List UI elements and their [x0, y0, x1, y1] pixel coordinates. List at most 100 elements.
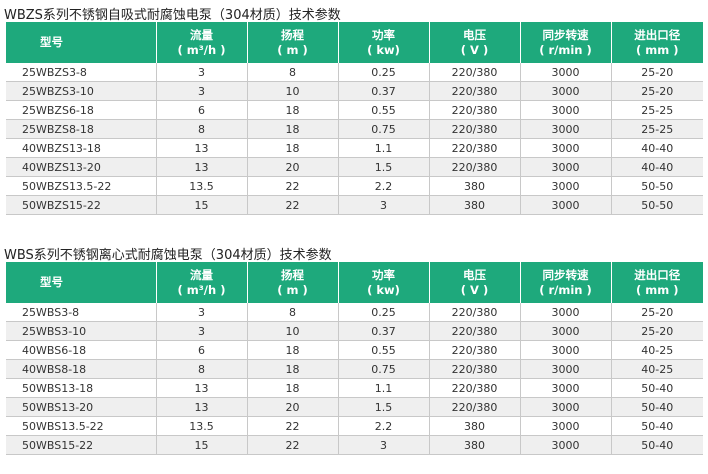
table-row: 40WBZS13-20 13 20 1.5 220/380 3000 40-40: [6, 157, 703, 177]
cell-flow: 8: [156, 119, 248, 139]
table-row: 50WBZS15-22 15 22 3 380 3000 50-50: [6, 195, 703, 215]
cell-voltage: 220/380: [429, 157, 521, 177]
cell-speed: 3000: [520, 81, 612, 101]
header-label: 型号: [40, 275, 63, 289]
cell-head: 18: [247, 119, 339, 139]
table-row: 25WBZS6-18 6 18 0.55 220/380 3000 25-25: [6, 100, 703, 120]
cell-speed: 3000: [520, 63, 612, 82]
header-label: 流量: [190, 267, 213, 282]
cell-flow: 6: [156, 340, 248, 360]
cell-model: 50WBZS13.5-22: [6, 176, 157, 196]
cell-model: 40WBZS13-18: [6, 138, 157, 158]
cell-voltage: 220/380: [429, 100, 521, 120]
cell-voltage: 220/380: [429, 63, 521, 82]
cell-diameter: 40-40: [611, 157, 703, 177]
cell-head: 10: [247, 81, 339, 101]
header-unit: ( V ): [460, 282, 489, 297]
cell-model: 25WBZS3-10: [6, 81, 157, 101]
header-unit: ( V ): [460, 42, 489, 57]
cell-flow: 13: [156, 397, 248, 417]
table-row: 50WBS13-18 13 18 1.1 220/380 3000 50-40: [6, 378, 703, 398]
cell-power: 1.1: [338, 138, 430, 158]
cell-power: 0.75: [338, 119, 430, 139]
cell-flow: 3: [156, 321, 248, 341]
cell-diameter: 25-25: [611, 100, 703, 120]
cell-head: 18: [247, 378, 339, 398]
header-label: 同步转速: [542, 27, 589, 42]
header-label: 同步转速: [542, 267, 589, 282]
cell-voltage: 220/380: [429, 340, 521, 360]
cell-head: 10: [247, 321, 339, 341]
cell-power: 3: [338, 435, 430, 455]
wbs-table-title: WBS系列不锈钢离心式耐腐蚀电泵（304材质）技术参数: [4, 248, 332, 263]
cell-voltage: 380: [429, 416, 521, 436]
cell-model: 25WBZS8-18: [6, 119, 157, 139]
wbzs-table-title: WBZS系列不锈钢自吸式耐腐蚀电泵（304材质）技术参数: [4, 8, 341, 23]
cell-speed: 3000: [520, 100, 612, 120]
wbzs-spec-table: 型号 流量( m³/h ) 扬程( m ) 功率( kw) 电压( V ) 同步转速( r…: [6, 22, 703, 215]
cell-voltage: 380: [429, 435, 521, 455]
header-label: 扬程: [281, 27, 304, 42]
cell-flow: 13.5: [156, 416, 248, 436]
header-unit: ( m ): [277, 282, 308, 297]
cell-model: 40WBZS13-20: [6, 157, 157, 177]
cell-diameter: 25-20: [611, 63, 703, 82]
cell-speed: 3000: [520, 195, 612, 215]
cell-diameter: 50-40: [611, 378, 703, 398]
cell-model: 25WBZS3-8: [6, 63, 157, 82]
cell-head: 22: [247, 416, 339, 436]
table-header-row: 型号 流量( m³/h ) 扬程( m ) 功率( kw) 电压( V ) 同步转速( r…: [6, 22, 703, 63]
cell-speed: 3000: [520, 340, 612, 360]
cell-flow: 13: [156, 378, 248, 398]
cell-flow: 3: [156, 63, 248, 82]
cell-diameter: 25-25: [611, 119, 703, 139]
cell-flow: 3: [156, 303, 248, 322]
cell-speed: 3000: [520, 397, 612, 417]
cell-speed: 3000: [520, 435, 612, 455]
cell-model: 40WBS8-18: [6, 359, 157, 379]
cell-head: 8: [247, 303, 339, 322]
cell-diameter: 50-40: [611, 435, 703, 455]
cell-model: 50WBS15-22: [6, 435, 157, 455]
header-unit: ( r/min ): [539, 282, 592, 297]
header-speed: 同步转速( r/min ): [520, 262, 612, 303]
cell-model: 50WBS13-20: [6, 397, 157, 417]
cell-power: 2.2: [338, 416, 430, 436]
cell-head: 20: [247, 157, 339, 177]
header-head: 扬程( m ): [247, 262, 339, 303]
cell-head: 18: [247, 100, 339, 120]
header-flow: 流量( m³/h ): [156, 262, 248, 303]
cell-power: 0.55: [338, 340, 430, 360]
header-unit: ( r/min ): [539, 42, 592, 57]
cell-power: 0.37: [338, 321, 430, 341]
header-label: 扬程: [281, 267, 304, 282]
table-row: 40WBZS13-18 13 18 1.1 220/380 3000 40-40: [6, 138, 703, 158]
header-unit: ( m ): [277, 42, 308, 57]
cell-voltage: 220/380: [429, 138, 521, 158]
cell-power: 3: [338, 195, 430, 215]
table-row: 25WBZS8-18 8 18 0.75 220/380 3000 25-25: [6, 119, 703, 139]
header-diameter: 进出口径( mm ): [611, 262, 703, 303]
cell-model: 50WBS13.5-22: [6, 416, 157, 436]
cell-diameter: 50-40: [611, 416, 703, 436]
cell-diameter: 50-40: [611, 397, 703, 417]
table-row: 40WBS8-18 8 18 0.75 220/380 3000 40-25: [6, 359, 703, 379]
cell-flow: 3: [156, 81, 248, 101]
table-header-row: 型号 流量( m³/h ) 扬程( m ) 功率( kw) 电压( V ) 同步转速( r…: [6, 262, 703, 303]
cell-head: 20: [247, 397, 339, 417]
header-speed: 同步转速( r/min ): [520, 22, 612, 63]
cell-flow: 6: [156, 100, 248, 120]
cell-power: 1.5: [338, 157, 430, 177]
cell-diameter: 25-20: [611, 303, 703, 322]
cell-power: 2.2: [338, 176, 430, 196]
cell-head: 22: [247, 195, 339, 215]
cell-head: 22: [247, 435, 339, 455]
cell-diameter: 40-25: [611, 340, 703, 360]
header-unit: ( kw): [367, 282, 400, 297]
table-row: 50WBZS13.5-22 13.5 22 2.2 380 3000 50-50: [6, 176, 703, 196]
cell-diameter: 40-40: [611, 138, 703, 158]
header-unit: ( m³/h ): [177, 282, 226, 297]
header-unit: ( mm ): [636, 42, 679, 57]
header-label: 型号: [40, 35, 63, 49]
header-flow: 流量( m³/h ): [156, 22, 248, 63]
